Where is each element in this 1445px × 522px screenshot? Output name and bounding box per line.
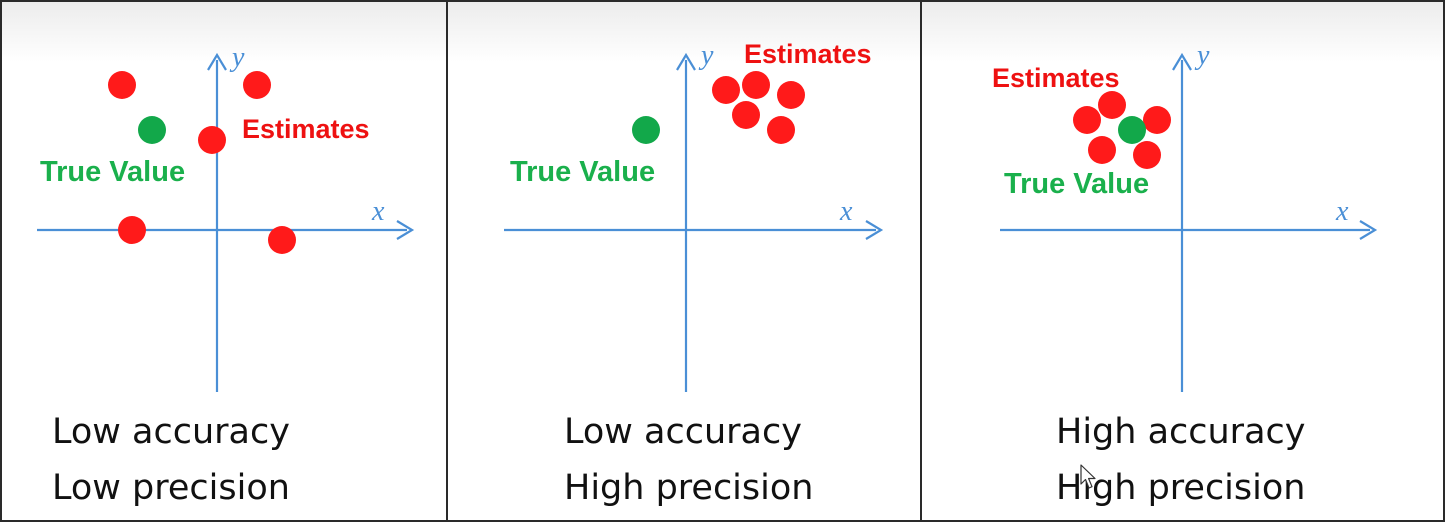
accuracy-caption: Low accuracy	[564, 412, 802, 452]
panel-3-caption: High accuracy High precision	[1056, 404, 1305, 516]
estimate-point	[108, 71, 136, 99]
x-axis-label: x	[839, 196, 853, 227]
estimate-point	[1098, 91, 1126, 119]
precision-caption: High precision	[564, 468, 814, 508]
mouse-cursor-icon	[1080, 464, 1096, 489]
estimate-point	[118, 216, 146, 244]
y-axis-arrowhead	[676, 52, 696, 71]
estimate-point	[767, 116, 795, 144]
panel-divider	[446, 2, 448, 520]
accuracy-caption: Low accuracy	[52, 412, 290, 452]
panel-low-accuracy-low-precision: x y Estimates True Value Low accuracy Lo…	[2, 2, 446, 520]
estimate-point	[742, 71, 770, 99]
x-axis-arrowhead	[1359, 220, 1378, 240]
estimate-point	[1133, 141, 1161, 169]
estimate-point	[777, 81, 805, 109]
x-axis-arrowhead	[396, 220, 415, 240]
estimate-point	[198, 126, 226, 154]
estimate-point	[1143, 106, 1171, 134]
y-axis-label: y	[1194, 40, 1210, 71]
precision-caption: Low precision	[52, 468, 290, 508]
estimate-point	[712, 76, 740, 104]
estimate-point	[732, 101, 760, 129]
y-axis-label: y	[698, 40, 714, 71]
panel-3-plot: x y Estimates True Value	[992, 40, 1378, 392]
panel-1-caption: Low accuracy Low precision	[52, 404, 290, 516]
estimates-label: Estimates	[992, 63, 1120, 93]
y-axis-label: y	[229, 42, 245, 73]
y-axis-arrowhead	[1172, 52, 1192, 71]
true-value-point	[138, 116, 166, 144]
true-value-label: True Value	[40, 156, 185, 188]
estimate-point	[243, 71, 271, 99]
true-value-point	[632, 116, 660, 144]
panel-high-accuracy-high-precision: x y Estimates True Value High accuracy H…	[922, 2, 1443, 520]
estimate-point	[1088, 136, 1116, 164]
x-axis-arrowhead	[865, 220, 884, 240]
panel-divider	[920, 2, 922, 520]
x-axis-label: x	[371, 196, 385, 227]
panel-2-caption: Low accuracy High precision	[564, 404, 813, 516]
true-value-label: True Value	[1004, 168, 1149, 200]
estimates-label: Estimates	[744, 39, 872, 69]
estimate-point	[268, 226, 296, 254]
true-value-point	[1118, 116, 1146, 144]
estimates-label: Estimates	[242, 114, 370, 144]
estimate-point	[1073, 106, 1101, 134]
true-value-label: True Value	[510, 156, 655, 188]
panel-low-accuracy-high-precision: x y Estimates True Value Low accuracy Hi…	[448, 2, 920, 520]
precision-caption: High precision	[1056, 468, 1306, 508]
panel-1-plot: x y Estimates True Value	[37, 42, 415, 392]
y-axis-arrowhead	[207, 52, 227, 71]
accuracy-caption: High accuracy	[1056, 412, 1306, 452]
x-axis-label: x	[1335, 196, 1349, 227]
panel-2-plot: x y Estimates True Value	[504, 39, 884, 392]
